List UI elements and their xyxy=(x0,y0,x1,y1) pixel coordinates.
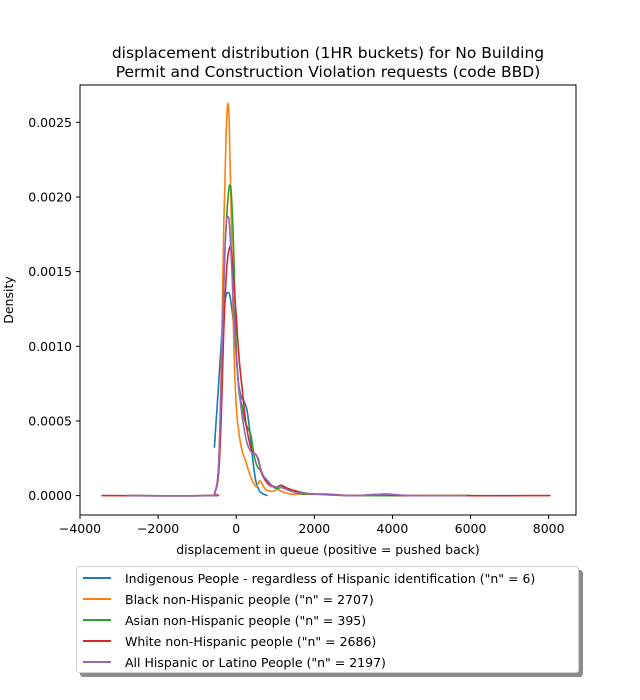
chart-title-line: Permit and Construction Violation reques… xyxy=(116,63,541,81)
legend: Indigenous People - regardless of Hispan… xyxy=(76,566,579,673)
legend-item: Black non-Hispanic people ("n" = 2707) xyxy=(83,589,374,609)
y-tick-label: 0.0015 xyxy=(28,264,72,279)
legend-label: All Hispanic or Latino People ("n" = 219… xyxy=(125,654,386,670)
x-tick-label: 0 xyxy=(232,521,240,536)
x-tick-label: 6000 xyxy=(455,521,487,536)
x-axis-label: displacement in queue (positive = pushed… xyxy=(176,542,480,557)
legend-swatch xyxy=(83,619,111,621)
y-tick-label: 0.0010 xyxy=(28,339,72,354)
chart: displacement distribution (1HR buckets) … xyxy=(1,44,577,557)
x-tick-label: −4000 xyxy=(59,521,101,536)
y-axis: 0.0000 0.0005 0.0010 0.0015 0.0020 0.0025 xyxy=(28,115,80,503)
legend-swatch xyxy=(83,598,111,600)
series-line-2 xyxy=(130,184,471,497)
legend-label: Asian non-Hispanic people ("n" = 395) xyxy=(125,612,367,628)
x-tick-label: 2000 xyxy=(298,521,330,536)
legend-item: Asian non-Hispanic people ("n" = 395) xyxy=(83,610,366,630)
y-tick-label: 0.0000 xyxy=(28,488,72,503)
legend-item: Indigenous People - regardless of Hispan… xyxy=(83,568,535,588)
series-lines xyxy=(101,102,551,497)
x-tick-label: 8000 xyxy=(533,521,565,536)
legend-label: Black non-Hispanic people ("n" = 2707) xyxy=(125,591,374,607)
chart-title: displacement distribution (1HR buckets) … xyxy=(112,44,544,81)
y-tick-label: 0.0025 xyxy=(28,115,72,130)
legend-swatch xyxy=(83,577,111,579)
legend-item: All Hispanic or Latino People ("n" = 219… xyxy=(83,652,386,672)
y-tick-label: 0.0005 xyxy=(28,413,72,428)
series-line-4 xyxy=(126,215,467,497)
y-axis-label: Density xyxy=(1,276,16,324)
legend-label: Indigenous People - regardless of Hispan… xyxy=(125,570,536,586)
legend-item: White non-Hispanic people ("n" = 2686) xyxy=(83,631,376,651)
series-line-1 xyxy=(126,102,471,497)
x-tick-label: −2000 xyxy=(137,521,179,536)
series-line-3 xyxy=(101,245,551,497)
plot-area-frame xyxy=(79,84,577,516)
x-axis: −4000 −2000 0 2000 4000 6000 8000 xyxy=(59,515,565,536)
legend-swatch xyxy=(83,661,111,663)
chart-title-line: displacement distribution (1HR buckets) … xyxy=(112,44,544,62)
x-tick-label: 4000 xyxy=(377,521,409,536)
legend-swatch xyxy=(83,640,111,642)
y-tick-label: 0.0020 xyxy=(28,189,72,204)
legend-label: White non-Hispanic people ("n" = 2686) xyxy=(125,633,377,649)
